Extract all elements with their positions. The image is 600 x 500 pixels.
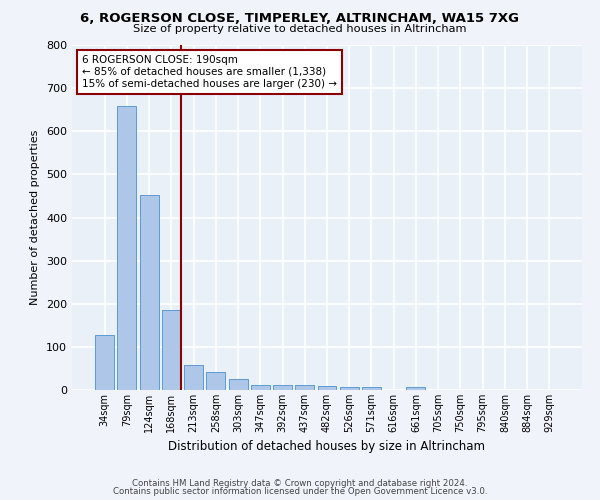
Text: 6, ROGERSON CLOSE, TIMPERLEY, ALTRINCHAM, WA15 7XG: 6, ROGERSON CLOSE, TIMPERLEY, ALTRINCHAM… <box>80 12 520 26</box>
Bar <box>317 386 337 390</box>
Bar <box>229 379 248 390</box>
Bar <box>406 386 425 390</box>
Bar <box>340 387 359 390</box>
Bar <box>162 310 181 390</box>
Bar <box>295 385 314 390</box>
Bar <box>118 106 136 390</box>
Bar <box>95 335 114 390</box>
Text: Contains HM Land Registry data © Crown copyright and database right 2024.: Contains HM Land Registry data © Crown c… <box>132 478 468 488</box>
Bar <box>362 386 381 390</box>
Bar <box>140 195 158 390</box>
Bar <box>251 385 270 390</box>
Text: Contains public sector information licensed under the Open Government Licence v3: Contains public sector information licen… <box>113 487 487 496</box>
Bar <box>273 385 292 390</box>
Text: Size of property relative to detached houses in Altrincham: Size of property relative to detached ho… <box>133 24 467 34</box>
Bar <box>206 372 225 390</box>
Text: 6 ROGERSON CLOSE: 190sqm
← 85% of detached houses are smaller (1,338)
15% of sem: 6 ROGERSON CLOSE: 190sqm ← 85% of detach… <box>82 56 337 88</box>
Y-axis label: Number of detached properties: Number of detached properties <box>31 130 40 305</box>
X-axis label: Distribution of detached houses by size in Altrincham: Distribution of detached houses by size … <box>169 440 485 454</box>
Bar <box>184 365 203 390</box>
